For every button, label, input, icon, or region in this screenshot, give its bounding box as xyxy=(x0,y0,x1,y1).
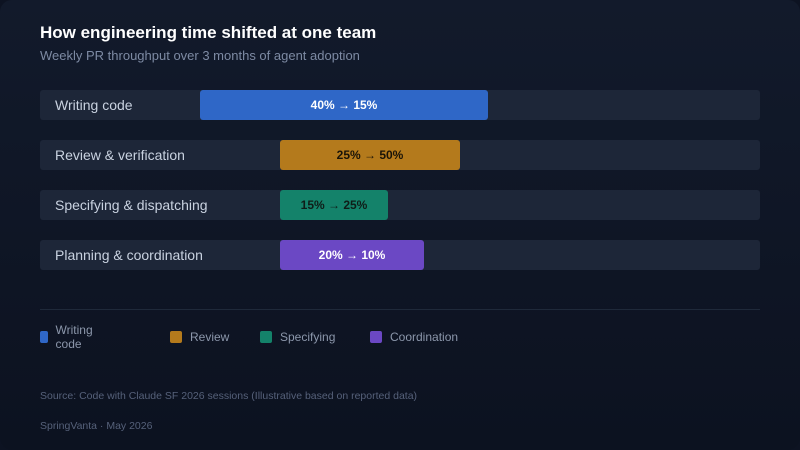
bar: 15% → 25% xyxy=(280,190,388,220)
bar-data-label: 25% → 50% xyxy=(336,148,404,162)
legend-item: Specifying xyxy=(260,329,335,345)
bar-row: Review & verification 25% → 50% xyxy=(40,140,760,170)
legend-swatch xyxy=(170,331,182,343)
legend-label: Specifying xyxy=(280,330,336,344)
legend-item: Review xyxy=(170,329,229,345)
legend-label: Coordination xyxy=(390,330,459,344)
chart-subtitle: Weekly PR throughput over 3 months of ag… xyxy=(40,48,360,63)
divider xyxy=(40,309,760,310)
legend-swatch xyxy=(40,331,48,343)
bar-row: Specifying & dispatching 15% → 25% xyxy=(40,190,760,220)
legend-label: Review xyxy=(190,330,230,344)
bar: 20% → 10% xyxy=(280,240,424,270)
legend-item: Coordination xyxy=(370,329,458,345)
bar: 25% → 50% xyxy=(280,140,460,170)
bar-row: Writing code 40% → 15% xyxy=(40,90,760,120)
legend-item: Writing code xyxy=(40,323,97,351)
source-note: Source: Code with Claude SF 2026 session… xyxy=(40,390,418,402)
category-label: Review & verification xyxy=(55,147,185,163)
bar-data-label: 40% → 15% xyxy=(310,98,378,112)
legend-swatch xyxy=(370,331,382,343)
bar-data-label: 20% → 10% xyxy=(318,248,386,262)
legend-label: Writing code xyxy=(55,323,93,351)
brand-footer: SpringVanta · May 2026 xyxy=(40,420,153,432)
category-label: Writing code xyxy=(55,97,133,113)
legend-swatch xyxy=(260,331,272,343)
bar-row: Planning & coordination 20% → 10% xyxy=(40,240,760,270)
bar-data-label: 15% → 25% xyxy=(300,198,368,212)
category-label: Specifying & dispatching xyxy=(55,197,208,213)
chart-title: How engineering time shifted at one team xyxy=(40,23,377,42)
category-label: Planning & coordination xyxy=(55,247,203,263)
bar: 40% → 15% xyxy=(200,90,488,120)
